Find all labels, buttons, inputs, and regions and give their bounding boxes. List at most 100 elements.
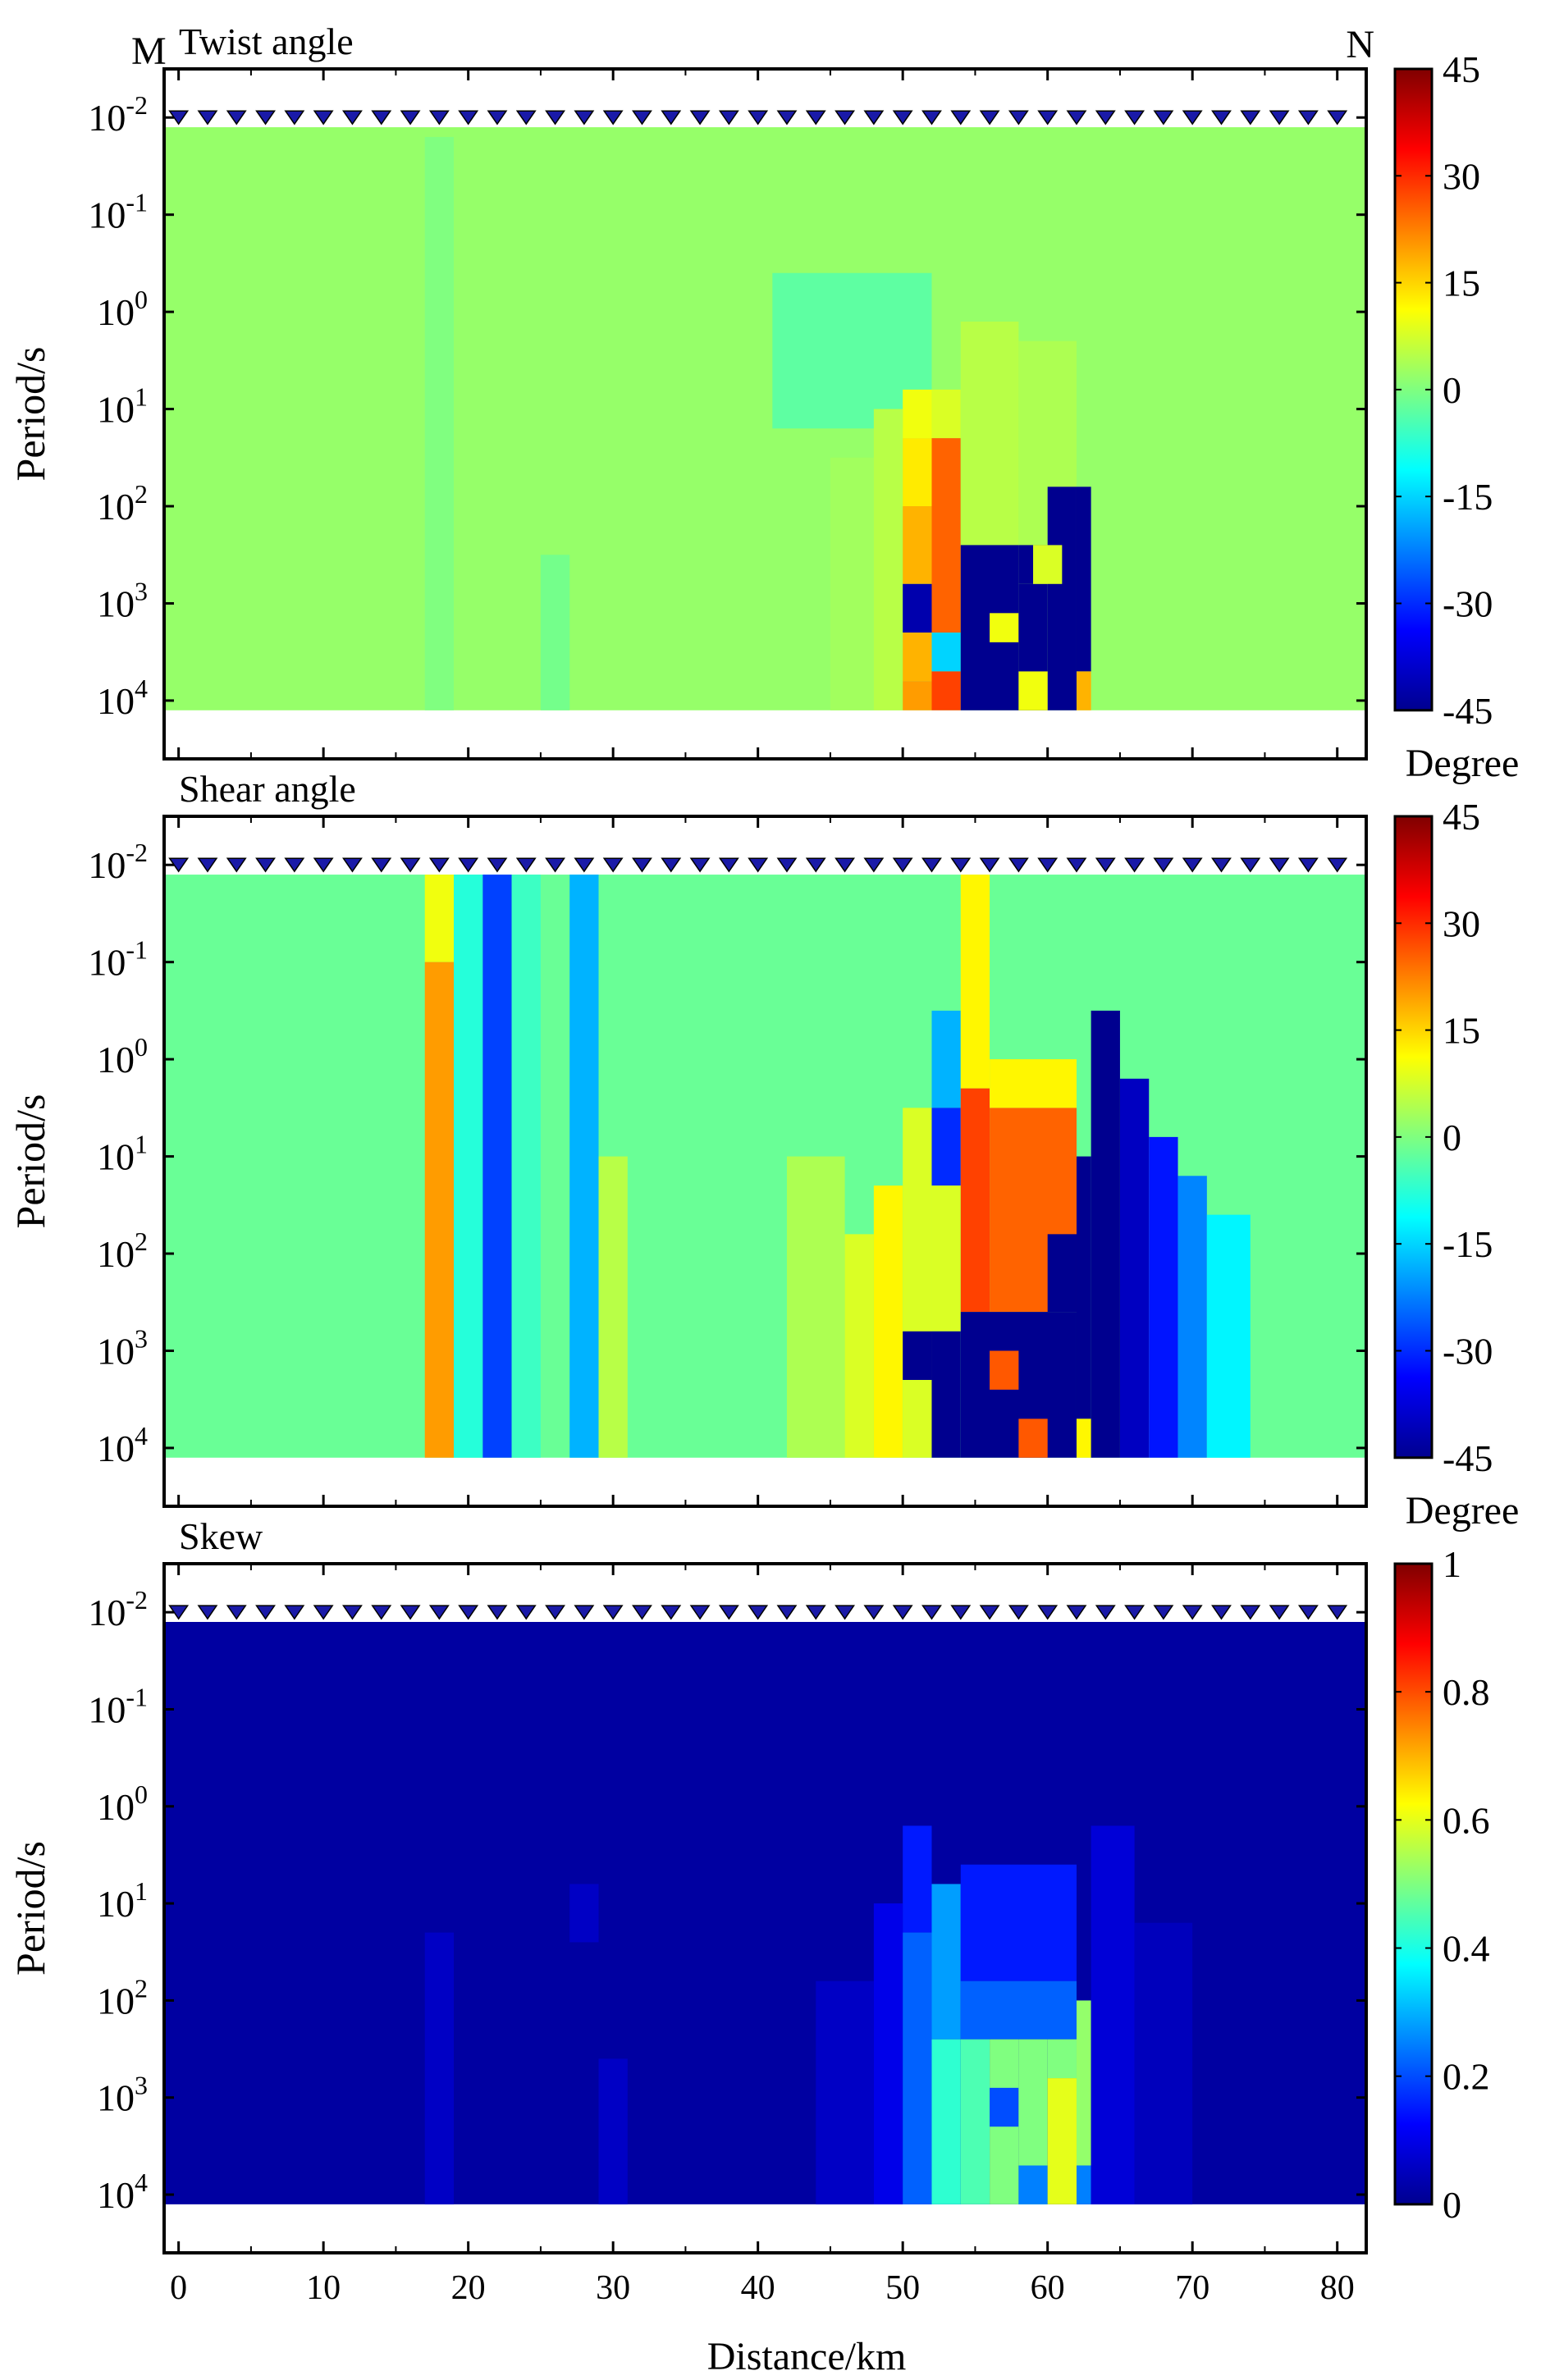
heatmap-cell (1047, 487, 1077, 710)
heatmap-cell (1091, 1825, 1135, 2204)
colorbar-tick-label: 0 (1443, 369, 1461, 411)
heatmap-cell (1047, 2039, 1077, 2079)
station-marker (1037, 857, 1059, 873)
y-tick-label-exponent: 2 (135, 1227, 148, 1256)
panel-title: Twist angle (179, 21, 354, 62)
station-marker (284, 857, 305, 873)
station-marker (515, 1605, 537, 1620)
station-marker (255, 857, 276, 873)
panel-title: Skew (179, 1515, 263, 1557)
heatmap-cell (1076, 2000, 1091, 2166)
heatmap-cell (903, 438, 932, 507)
heatmap-cell (1076, 1156, 1091, 1419)
station-marker (892, 110, 913, 126)
x-tick-labels: 0 10 20 30 40 50 60 70 80 (170, 2269, 1355, 2307)
station-marker (835, 857, 856, 873)
station-marker (921, 1605, 942, 1620)
y-tick-label-exponent: -1 (126, 1682, 148, 1711)
station-marker (1095, 1605, 1116, 1620)
station-marker (892, 1605, 913, 1620)
colorbar-label: Degree (1406, 742, 1520, 785)
heatmap-cell (1076, 2165, 1091, 2204)
x-tick-label: 30 (596, 2269, 630, 2307)
y-tick-label: 10-2 (88, 90, 148, 139)
panel-title: Shear angle (179, 768, 356, 810)
y-tick-label: 10-1 (88, 935, 148, 984)
heatmap-cell (960, 1088, 990, 1313)
heatmap-cell (931, 633, 961, 672)
heatmap-cell (931, 1331, 961, 1458)
heatmap-cell (990, 1059, 1077, 1108)
x-tick-label: 20 (451, 2269, 486, 2307)
station-marker (574, 110, 595, 126)
colorbar-tick-label: 15 (1443, 1010, 1480, 1052)
y-tick-label: 102 (97, 479, 148, 528)
heatmap-cell (990, 613, 1019, 642)
colorbar-tick-label: -30 (1443, 582, 1493, 624)
station-marker (805, 1605, 826, 1620)
x-tick-label: 10 (306, 2269, 341, 2307)
y-axis-title: Period/s (7, 1094, 53, 1229)
colorbar-tick-label: 0 (1443, 1117, 1461, 1158)
panel-3: 10-210-1100101102103104SkewPeriod/s10.80… (7, 1515, 1490, 2254)
station-marker (661, 110, 682, 126)
station-marker (284, 1605, 305, 1620)
station-marker (515, 110, 537, 126)
axes-frame (162, 815, 1368, 1508)
heatmap-cell (903, 1932, 932, 2204)
station-marker (1153, 857, 1174, 873)
station-marker (545, 1605, 565, 1620)
station-marker (226, 110, 247, 126)
heatmap-cell (1047, 1234, 1077, 1313)
y-tick-label: 103 (97, 2071, 148, 2119)
station-marker (1008, 857, 1029, 873)
colorbar-tick-label: 0 (1443, 2184, 1461, 2226)
y-tick-label-exponent: 1 (135, 1130, 148, 1159)
station-marker (950, 1605, 972, 1620)
colorbar-tick-label: 30 (1443, 902, 1480, 944)
colorbar-tick-label: -30 (1443, 1330, 1493, 1372)
station-marker (835, 110, 856, 126)
heatmap-cell (873, 1903, 903, 2204)
station-marker (226, 857, 247, 873)
y-axis-title: Period/s (7, 1841, 53, 1976)
y-tick-label-exponent: 4 (135, 674, 148, 703)
y-tick-label-base: 10 (97, 1428, 135, 1469)
station-marker (487, 1605, 508, 1620)
station-marker (1066, 857, 1087, 873)
station-marker (1269, 110, 1290, 126)
station-marker (689, 857, 711, 873)
station-marker (1153, 1605, 1174, 1620)
station-marker (776, 1605, 798, 1620)
station-marker (371, 857, 392, 873)
station-marker (602, 1605, 624, 1620)
heatmap-cell (960, 1864, 1077, 1981)
station-marker (863, 857, 885, 873)
station-marker (1297, 1605, 1319, 1620)
y-tick-label-base: 10 (88, 97, 126, 139)
station-marker (718, 1605, 739, 1620)
station-marker (632, 857, 652, 873)
station-marker (1327, 110, 1348, 126)
station-marker (428, 110, 450, 126)
station-marker (1066, 110, 1087, 126)
y-tick-label-base: 10 (97, 291, 135, 333)
heatmap-cell (1033, 545, 1063, 584)
station-marker (1327, 857, 1348, 873)
y-tick-label-base: 10 (88, 194, 126, 236)
heatmap-cell (598, 2058, 628, 2204)
station-marker (661, 1605, 682, 1620)
station-marker (892, 857, 913, 873)
station-marker (689, 110, 711, 126)
y-tick-label: 101 (97, 382, 148, 431)
y-tick-label-base: 10 (88, 1592, 126, 1633)
station-marker (371, 1605, 392, 1620)
x-tick-label: 0 (170, 2269, 187, 2307)
station-marker (1297, 857, 1319, 873)
colorbar-tick-label: 0.6 (1443, 1799, 1490, 1841)
y-tick-label: 100 (97, 1779, 148, 1828)
